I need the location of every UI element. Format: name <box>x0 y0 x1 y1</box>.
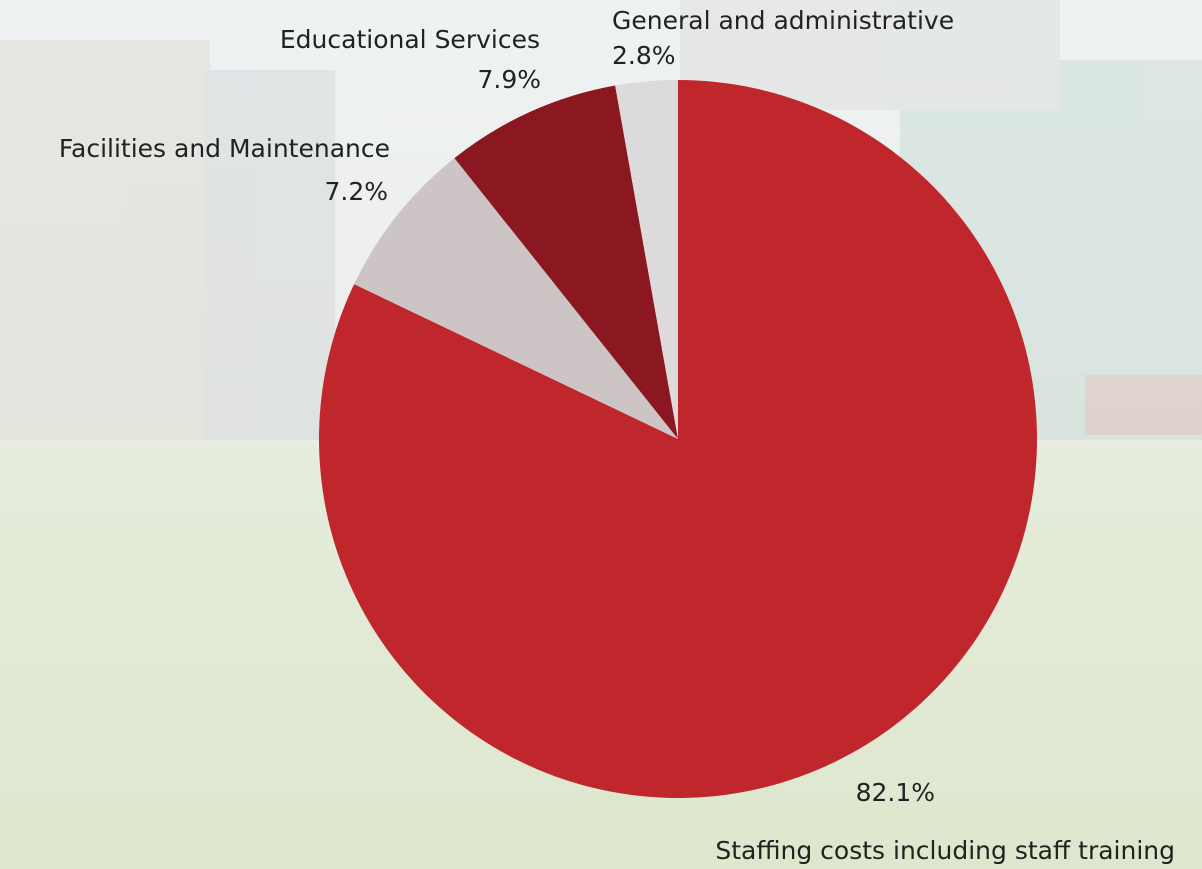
slice-value-label: 7.9% <box>477 65 541 94</box>
pie-slice <box>354 158 678 439</box>
slice-value-label: 7.2% <box>324 177 388 206</box>
slice-label: Facilities and Maintenance <box>59 134 390 163</box>
slice-value-label: 2.8% <box>612 41 676 70</box>
pie-slice <box>615 80 678 439</box>
pie-slice <box>318 80 1037 799</box>
slice-label: Staffing costs including staff training <box>715 836 1175 865</box>
slice-label: General and administrative <box>612 6 954 35</box>
pie <box>318 80 1037 799</box>
pie-slice <box>454 85 678 439</box>
slice-value-label: 82.1% <box>856 778 935 807</box>
slice-label: Educational Services <box>280 25 540 54</box>
